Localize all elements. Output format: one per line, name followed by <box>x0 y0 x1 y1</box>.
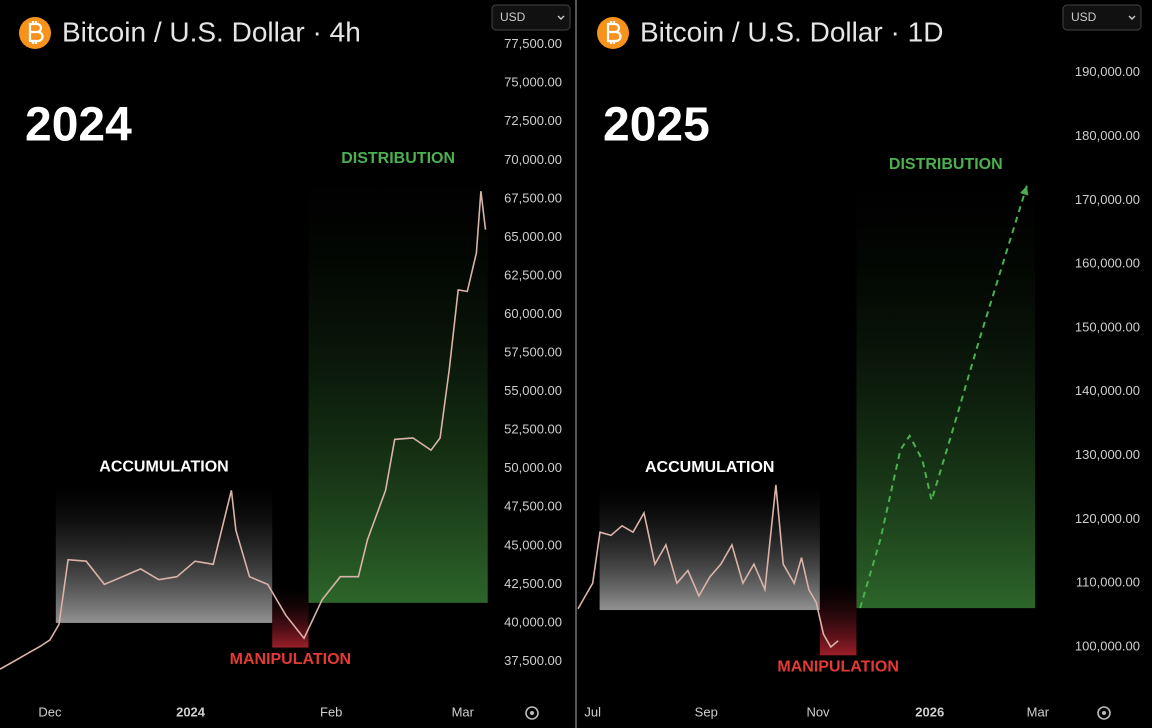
y-tick-label: 100,000.00 <box>1075 638 1140 653</box>
y-tick-label: 47,500.00 <box>504 499 562 514</box>
zone-label: MANIPULATION <box>230 651 351 668</box>
y-tick-label: 60,000.00 <box>504 306 562 321</box>
y-tick-label: 67,500.00 <box>504 190 562 205</box>
y-tick-label: 130,000.00 <box>1075 447 1140 462</box>
settings-icon-center[interactable] <box>530 711 534 715</box>
bitcoin-glyph <box>606 21 622 44</box>
panel: Bitcoin / U.S. Dollar · 4h 2024 USD ACCUMUL… <box>0 4 571 720</box>
y-tick-label: 45,000.00 <box>504 537 562 552</box>
settings-icon[interactable] <box>525 706 539 720</box>
y-tick-label: 55,000.00 <box>504 383 562 398</box>
currency-select[interactable] <box>1062 4 1142 31</box>
x-tick-label: 2026 <box>915 704 944 719</box>
settings-icon-center[interactable] <box>1102 711 1106 715</box>
zone <box>819 580 857 656</box>
y-tick-label: 77,500.00 <box>504 36 562 51</box>
y-tick-label: 62,500.00 <box>504 267 562 282</box>
x-tick-label: 2024 <box>176 704 206 719</box>
zone-label: ACCUMULATION <box>99 458 228 475</box>
y-tick-label: 150,000.00 <box>1075 319 1140 334</box>
currency-chevron <box>557 15 565 20</box>
x-tick-label: Jul <box>584 704 601 719</box>
y-tick-label: 42,500.00 <box>504 576 562 591</box>
settings-icon[interactable] <box>1097 706 1111 720</box>
x-tick-label: Mar <box>452 704 475 719</box>
y-tick-label: 180,000.00 <box>1075 128 1140 143</box>
zone-label: MANIPULATION <box>777 659 898 676</box>
zone <box>599 484 820 611</box>
price-line <box>577 484 839 649</box>
year-label: 2024 <box>25 99 132 152</box>
zone-label: DISTRIBUTION <box>889 156 1003 173</box>
zone <box>55 484 273 623</box>
price-line <box>0 191 487 670</box>
panel: Bitcoin / U.S. Dollar · 1D 2025 USD ACCUMUL… <box>577 4 1142 720</box>
projection-arrowhead <box>1020 185 1029 196</box>
currency-label[interactable]: USD <box>500 10 526 24</box>
y-tick-label: 57,500.00 <box>504 345 562 360</box>
projection-line <box>859 185 1028 609</box>
zone <box>272 587 309 648</box>
y-tick-label: 160,000.00 <box>1075 256 1140 271</box>
y-tick-label: 50,000.00 <box>504 460 562 475</box>
y-tick-label: 140,000.00 <box>1075 383 1140 398</box>
y-tick-label: 190,000.00 <box>1075 64 1140 79</box>
y-tick-label: 52,500.00 <box>504 422 562 437</box>
chart-title: Bitcoin / U.S. Dollar · 1D <box>640 16 943 47</box>
y-tick-label: 70,000.00 <box>504 152 562 167</box>
zone <box>308 175 488 603</box>
y-tick-label: 72,500.00 <box>504 113 562 128</box>
currency-select[interactable] <box>491 4 571 31</box>
y-tick-label: 120,000.00 <box>1075 511 1140 526</box>
x-tick-label: Dec <box>38 704 62 719</box>
x-tick-label: Sep <box>695 704 718 719</box>
x-tick-label: Feb <box>320 704 342 719</box>
y-tick-label: 110,000.00 <box>1076 575 1140 590</box>
y-tick-label: 40,000.00 <box>504 614 562 629</box>
y-tick-label: 170,000.00 <box>1075 192 1140 207</box>
y-tick-label: 65,000.00 <box>504 229 562 244</box>
x-tick-label: Mar <box>1027 704 1050 719</box>
y-tick-label: 37,500.00 <box>504 653 562 668</box>
year-label: 2025 <box>603 99 710 152</box>
chart-title: Bitcoin / U.S. Dollar · 4h <box>62 16 361 47</box>
zone-label: DISTRIBUTION <box>341 150 455 167</box>
x-tick-label: Nov <box>806 704 830 719</box>
currency-label[interactable]: USD <box>1071 10 1097 24</box>
zone-label: ACCUMULATION <box>645 459 774 476</box>
y-tick-label: 75,000.00 <box>504 75 562 90</box>
bitcoin-glyph <box>28 21 44 44</box>
currency-chevron <box>1128 15 1136 20</box>
zone <box>856 181 1036 609</box>
